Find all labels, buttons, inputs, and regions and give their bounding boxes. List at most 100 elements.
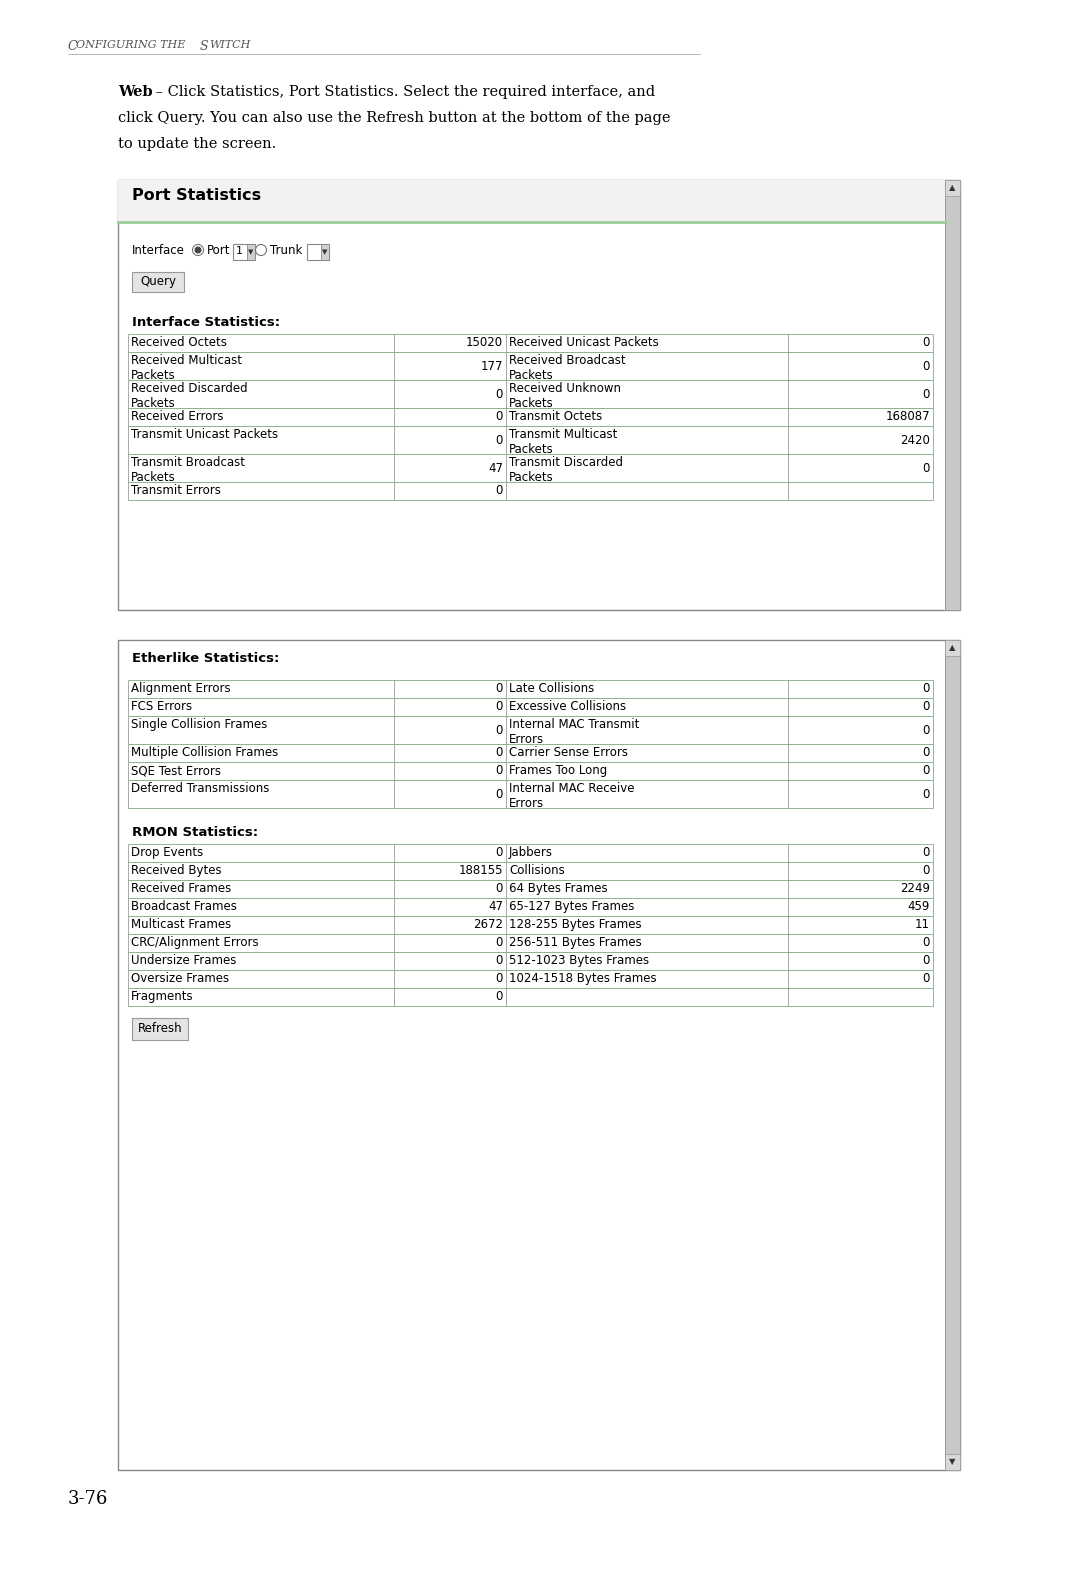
Bar: [118, 181, 945, 221]
Text: Carrier Sense Errors: Carrier Sense Errors: [509, 746, 627, 758]
Text: 188155: 188155: [459, 865, 503, 878]
Text: 64 Bytes Frames: 64 Bytes Frames: [509, 882, 608, 895]
Text: ▲: ▲: [949, 184, 956, 193]
Text: 0: 0: [496, 955, 503, 967]
Text: Transmit Multicast
Packets: Transmit Multicast Packets: [509, 429, 618, 455]
Text: Port: Port: [207, 243, 230, 257]
Bar: [129, 408, 933, 425]
Text: 2420: 2420: [900, 433, 930, 446]
Text: CRC/Alignment Errors: CRC/Alignment Errors: [131, 936, 258, 948]
Text: Late Collisions: Late Collisions: [509, 681, 594, 696]
Text: 177: 177: [481, 360, 503, 372]
Text: 0: 0: [922, 765, 930, 777]
Text: ▼: ▼: [949, 1457, 956, 1466]
Bar: [129, 934, 933, 951]
Text: Oversize Frames: Oversize Frames: [131, 972, 229, 984]
Bar: [129, 780, 933, 809]
Text: 0: 0: [922, 846, 930, 859]
Text: S: S: [200, 39, 208, 53]
Text: 0: 0: [922, 336, 930, 350]
Text: Received Multicast
Packets: Received Multicast Packets: [131, 353, 242, 382]
Circle shape: [192, 245, 203, 256]
Text: SQE Test Errors: SQE Test Errors: [131, 765, 221, 777]
Text: Multicast Frames: Multicast Frames: [131, 918, 231, 931]
Text: 3-76: 3-76: [68, 1490, 108, 1509]
Text: Transmit Discarded
Packets: Transmit Discarded Packets: [509, 455, 623, 484]
Text: 2249: 2249: [900, 882, 930, 895]
Text: Excessive Collisions: Excessive Collisions: [509, 700, 626, 713]
Text: 0: 0: [922, 683, 930, 696]
Text: Web: Web: [118, 85, 152, 99]
Text: Broadcast Frames: Broadcast Frames: [131, 900, 237, 914]
Bar: [129, 699, 933, 716]
Bar: [129, 915, 933, 934]
Bar: [132, 1017, 188, 1039]
Text: Transmit Errors: Transmit Errors: [131, 484, 221, 498]
Text: 2672: 2672: [473, 918, 503, 931]
Bar: [129, 380, 933, 408]
Text: 0: 0: [922, 865, 930, 878]
Text: Received Unicast Packets: Received Unicast Packets: [509, 336, 659, 349]
Text: 0: 0: [922, 700, 930, 713]
Bar: [129, 744, 933, 761]
Text: Transmit Octets: Transmit Octets: [509, 410, 603, 422]
Bar: [945, 181, 960, 196]
Text: ▼: ▼: [322, 250, 327, 254]
Bar: [129, 761, 933, 780]
Text: 47: 47: [488, 901, 503, 914]
Text: Received Bytes: Received Bytes: [131, 864, 221, 878]
Text: 15020: 15020: [465, 336, 503, 350]
Text: 512-1023 Bytes Frames: 512-1023 Bytes Frames: [509, 955, 649, 967]
Text: 0: 0: [922, 360, 930, 372]
Text: 0: 0: [496, 882, 503, 895]
Text: – Click Statistics, Port Statistics. Select the required interface, and: – Click Statistics, Port Statistics. Sel…: [151, 85, 656, 99]
Text: 0: 0: [922, 788, 930, 801]
Text: Etherlike Statistics:: Etherlike Statistics:: [132, 652, 280, 666]
Text: Refresh: Refresh: [137, 1022, 183, 1035]
Text: FCS Errors: FCS Errors: [131, 700, 192, 713]
Text: 0: 0: [496, 700, 503, 713]
Bar: [118, 181, 960, 611]
Text: 47: 47: [488, 462, 503, 474]
Text: Alignment Errors: Alignment Errors: [131, 681, 231, 696]
Text: RMON Statistics:: RMON Statistics:: [132, 826, 258, 838]
Bar: [129, 425, 933, 454]
Text: Transmit Unicast Packets: Transmit Unicast Packets: [131, 429, 279, 441]
Text: 1024-1518 Bytes Frames: 1024-1518 Bytes Frames: [509, 972, 657, 984]
Text: 0: 0: [496, 788, 503, 801]
Bar: [129, 862, 933, 881]
Text: Frames Too Long: Frames Too Long: [509, 765, 607, 777]
Bar: [945, 641, 960, 656]
Text: click Query. You can also use the Refresh button at the bottom of the page: click Query. You can also use the Refres…: [118, 111, 671, 126]
Text: 0: 0: [496, 485, 503, 498]
Text: C: C: [68, 39, 78, 53]
Text: Received Discarded
Packets: Received Discarded Packets: [131, 382, 247, 410]
Text: Port Statistics: Port Statistics: [132, 188, 261, 203]
Bar: [129, 352, 933, 380]
Text: 168087: 168087: [886, 410, 930, 424]
Text: Jabbers: Jabbers: [509, 846, 553, 859]
Text: ONFIGURING THE: ONFIGURING THE: [76, 39, 186, 50]
Bar: [129, 454, 933, 482]
Text: 128-255 Bytes Frames: 128-255 Bytes Frames: [509, 918, 642, 931]
Bar: [129, 680, 933, 699]
Text: Multiple Collision Frames: Multiple Collision Frames: [131, 746, 279, 758]
Text: Received Octets: Received Octets: [131, 336, 227, 349]
Bar: [945, 641, 960, 1470]
Text: Interface: Interface: [132, 243, 185, 257]
Bar: [129, 845, 933, 862]
Text: 0: 0: [922, 462, 930, 474]
Text: 0: 0: [496, 765, 503, 777]
Bar: [129, 716, 933, 744]
Bar: [118, 641, 960, 1470]
Text: Received Errors: Received Errors: [131, 410, 224, 422]
Text: 0: 0: [496, 433, 503, 446]
Bar: [945, 1454, 960, 1470]
Text: 256-511 Bytes Frames: 256-511 Bytes Frames: [509, 936, 642, 948]
Bar: [307, 243, 329, 261]
Text: 0: 0: [922, 724, 930, 736]
Text: 65-127 Bytes Frames: 65-127 Bytes Frames: [509, 900, 634, 914]
Circle shape: [195, 246, 201, 253]
Text: Undersize Frames: Undersize Frames: [131, 955, 237, 967]
Text: ▲: ▲: [949, 644, 956, 653]
